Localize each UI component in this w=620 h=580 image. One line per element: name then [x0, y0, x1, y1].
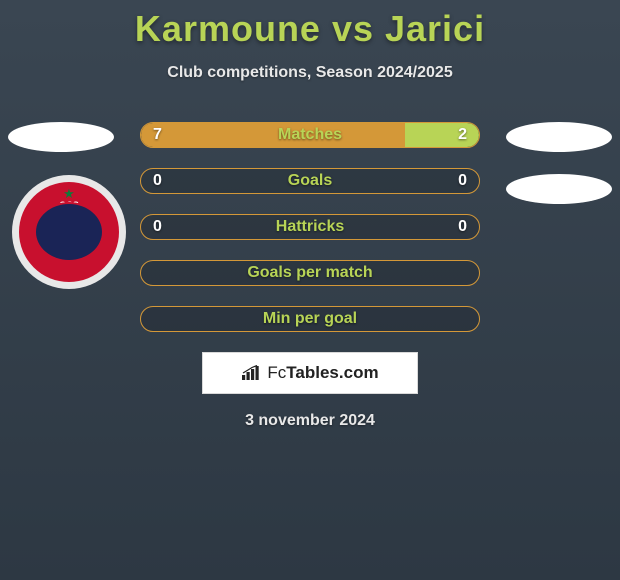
watermark-prefix: Fc — [267, 363, 286, 382]
stat-row: Goals per match — [140, 260, 480, 286]
watermark-text: FcTables.com — [267, 363, 378, 383]
stat-value-left: 7 — [153, 126, 162, 144]
stat-label: Goals — [288, 172, 332, 190]
footer-date: 3 november 2024 — [0, 412, 620, 430]
club-logo-left: ★ OCS — [12, 175, 126, 289]
stat-label: Goals per match — [247, 264, 372, 282]
stat-value-right: 0 — [458, 218, 467, 236]
player-right-placeholder-bottom — [506, 174, 612, 204]
page-subtitle: Club competitions, Season 2024/2025 — [0, 64, 620, 82]
stat-label: Min per goal — [263, 310, 357, 328]
watermark[interactable]: FcTables.com — [202, 352, 418, 394]
ocs-logo: ★ OCS — [19, 182, 119, 282]
stat-row: Goals 0 0 — [140, 168, 480, 194]
chart-icon — [241, 365, 261, 381]
stat-label: Hattricks — [276, 218, 344, 236]
stat-label: Matches — [278, 126, 342, 144]
stat-row: Matches 7 2 — [140, 122, 480, 148]
comparison-chart: Matches 7 2 Goals 0 0 Hattricks 0 0 Goals per mat… — [140, 122, 480, 332]
player-right-placeholder-top — [506, 122, 612, 152]
stat-row: Hattricks 0 0 — [140, 214, 480, 240]
stat-row: Min per goal — [140, 306, 480, 332]
stat-value-right: 2 — [458, 126, 467, 144]
page-title: Karmoune vs Jarici — [0, 8, 620, 50]
stat-value-right: 0 — [458, 172, 467, 190]
stat-value-left: 0 — [153, 172, 162, 190]
watermark-suffix: Tables.com — [286, 363, 378, 382]
bar-fill-right — [405, 123, 479, 147]
player-left-placeholder-top — [8, 122, 114, 152]
bar-fill-left — [141, 123, 405, 147]
stat-value-left: 0 — [153, 218, 162, 236]
